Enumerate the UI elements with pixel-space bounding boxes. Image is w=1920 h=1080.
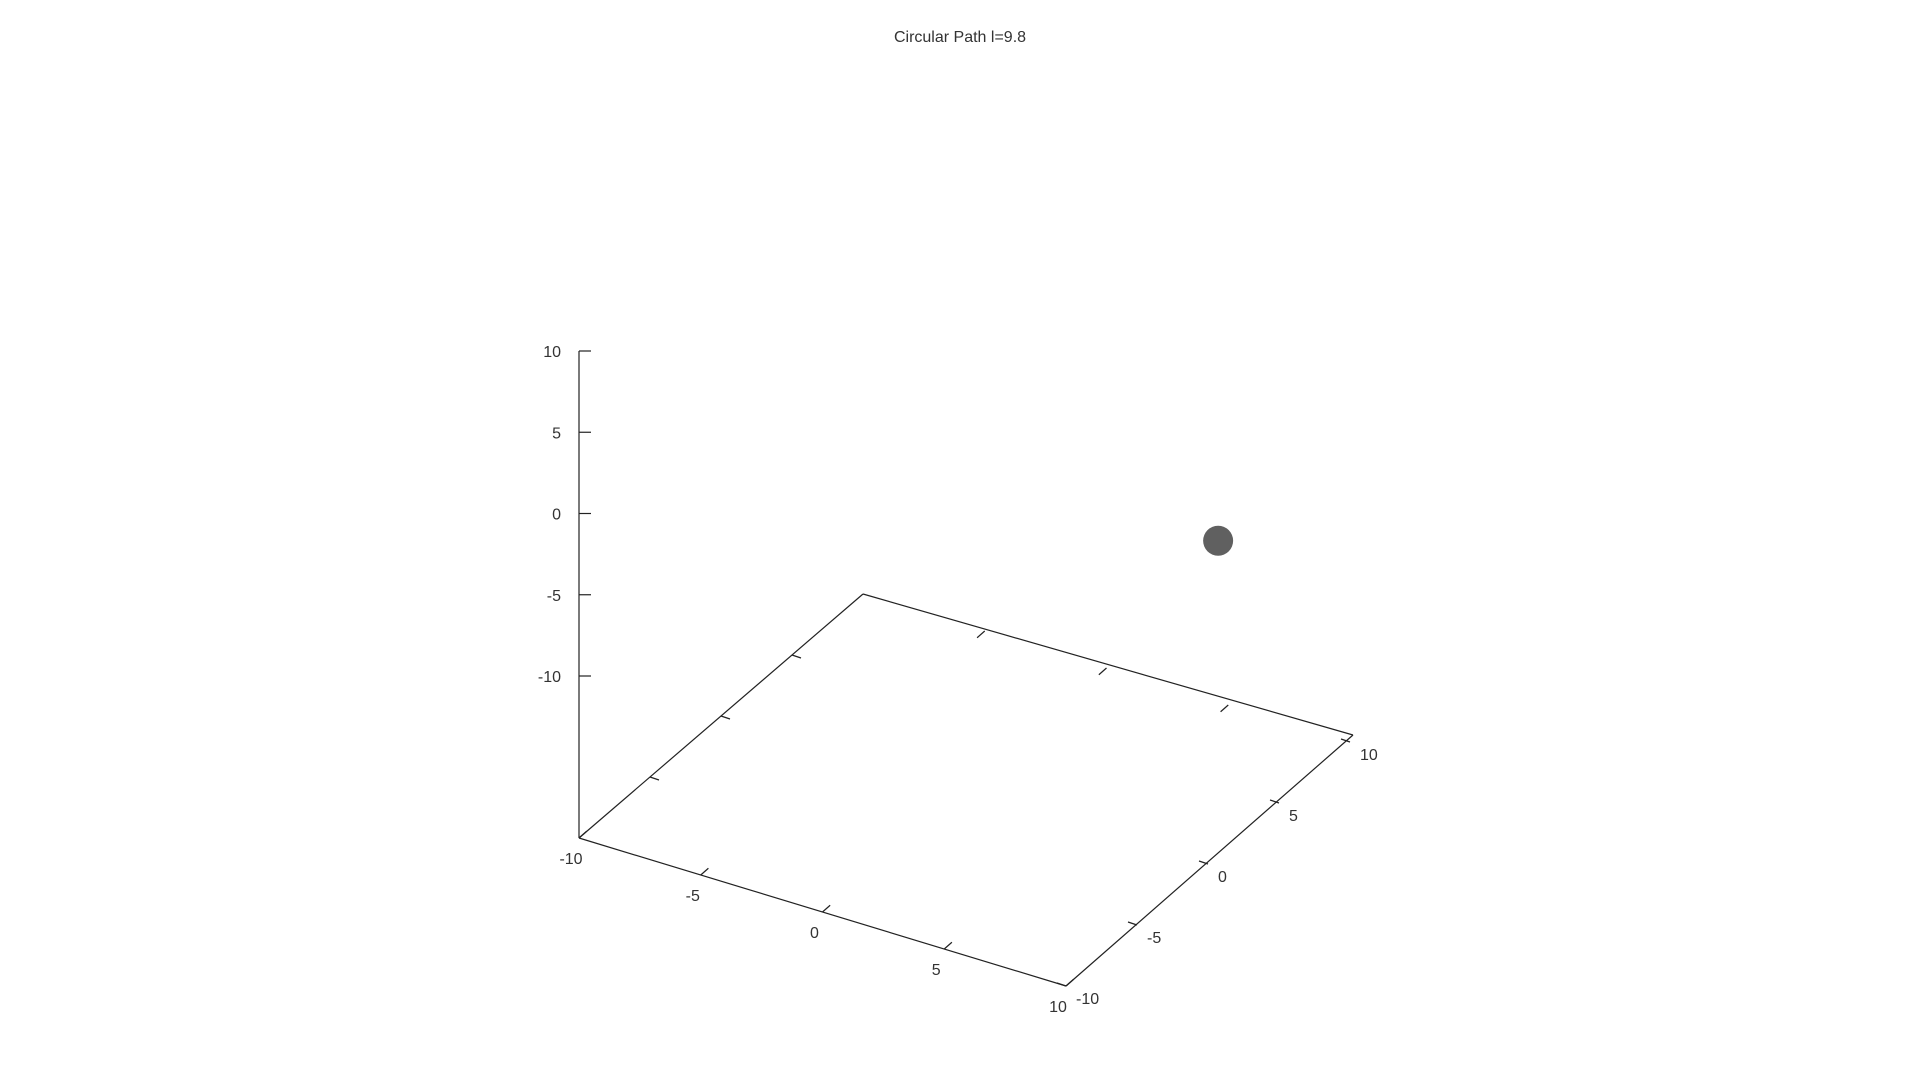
y-axis-line [1065, 734, 1354, 987]
y-tick [1198, 860, 1209, 865]
x-tick-back [1220, 704, 1229, 713]
y-tick [1056, 982, 1067, 987]
y-tick [1127, 921, 1138, 926]
points-layer [1203, 525, 1234, 556]
x-tick-label: -10 [559, 851, 582, 868]
y-tick [1340, 738, 1351, 743]
data-point [1203, 525, 1234, 556]
x-tick [1065, 978, 1075, 987]
y-tick-back [649, 776, 660, 781]
x-tick [943, 941, 953, 950]
z-tick-label: 5 [552, 425, 561, 442]
x-tick-label: 10 [1049, 999, 1067, 1016]
y-tick [1269, 799, 1280, 804]
z-tick-label: 10 [543, 344, 561, 361]
x-tick-back [1098, 667, 1107, 676]
z-tick-label: -5 [547, 588, 561, 605]
x-tick [578, 830, 588, 839]
y-tick-label: 10 [1360, 747, 1378, 764]
y-tick-label: -5 [1147, 930, 1161, 947]
y-tick-back [720, 715, 731, 720]
x-tick-label: -5 [686, 888, 700, 905]
y-tick-label: 5 [1289, 808, 1298, 825]
x-tick-back [976, 630, 986, 639]
y-tick-label: -10 [1076, 991, 1099, 1008]
back-edge-line [862, 593, 1354, 736]
ticks-layer: -10 -5 0 5 10 -10 -5 0 5 10 10 5 0 -5 -10 [538, 344, 1378, 1016]
z-tick-label: 0 [552, 507, 561, 524]
y-tick-label: 0 [1218, 869, 1227, 886]
x-tick-label: 0 [810, 925, 819, 942]
z-tick-label: -10 [538, 669, 561, 686]
x-tick [700, 867, 709, 876]
x-tick-label: 5 [932, 962, 941, 979]
y-tick-back [791, 654, 802, 659]
x-tick [822, 904, 831, 913]
chart-title: Circular Path l=9.8 [894, 29, 1026, 46]
base-frame [578, 593, 1354, 987]
